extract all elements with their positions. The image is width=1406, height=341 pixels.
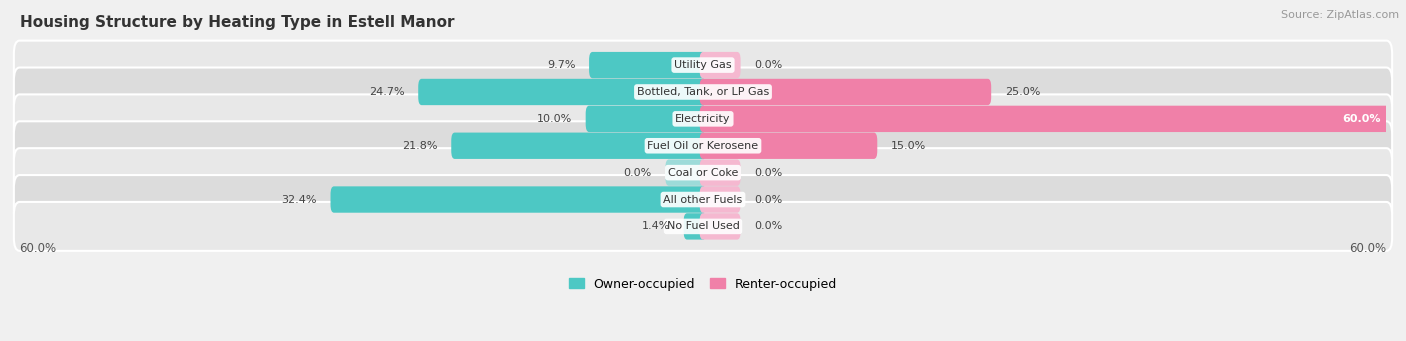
FancyBboxPatch shape [14,68,1392,116]
FancyBboxPatch shape [665,160,706,186]
FancyBboxPatch shape [700,52,741,78]
FancyBboxPatch shape [14,94,1392,143]
FancyBboxPatch shape [14,41,1392,90]
Text: 0.0%: 0.0% [754,60,783,70]
Text: 60.0%: 60.0% [1343,114,1381,124]
FancyBboxPatch shape [700,160,741,186]
FancyBboxPatch shape [589,52,706,78]
FancyBboxPatch shape [14,175,1392,224]
Text: Bottled, Tank, or LP Gas: Bottled, Tank, or LP Gas [637,87,769,97]
FancyBboxPatch shape [14,202,1392,251]
FancyBboxPatch shape [586,106,706,132]
Text: Housing Structure by Heating Type in Estell Manor: Housing Structure by Heating Type in Est… [20,15,454,30]
Text: 10.0%: 10.0% [537,114,572,124]
Text: 60.0%: 60.0% [20,242,56,255]
Text: Fuel Oil or Kerosene: Fuel Oil or Kerosene [647,141,759,151]
Text: 32.4%: 32.4% [281,194,316,205]
FancyBboxPatch shape [330,186,706,213]
FancyBboxPatch shape [700,186,741,213]
Text: 15.0%: 15.0% [891,141,927,151]
Text: 21.8%: 21.8% [402,141,437,151]
Text: 0.0%: 0.0% [754,221,783,232]
Legend: Owner-occupied, Renter-occupied: Owner-occupied, Renter-occupied [568,278,838,291]
Text: Coal or Coke: Coal or Coke [668,168,738,178]
Text: 1.4%: 1.4% [641,221,671,232]
FancyBboxPatch shape [418,79,706,105]
FancyBboxPatch shape [683,213,706,240]
Text: 0.0%: 0.0% [754,168,783,178]
Text: Utility Gas: Utility Gas [675,60,731,70]
FancyBboxPatch shape [451,133,706,159]
FancyBboxPatch shape [700,133,877,159]
Text: Source: ZipAtlas.com: Source: ZipAtlas.com [1281,10,1399,20]
Text: 0.0%: 0.0% [754,194,783,205]
FancyBboxPatch shape [700,79,991,105]
Text: All other Fuels: All other Fuels [664,194,742,205]
Text: 0.0%: 0.0% [623,168,652,178]
Text: 24.7%: 24.7% [368,87,405,97]
FancyBboxPatch shape [14,121,1392,170]
Text: 25.0%: 25.0% [1005,87,1040,97]
Text: 9.7%: 9.7% [547,60,575,70]
Text: No Fuel Used: No Fuel Used [666,221,740,232]
FancyBboxPatch shape [700,213,741,240]
Text: 60.0%: 60.0% [1350,242,1386,255]
Text: Electricity: Electricity [675,114,731,124]
FancyBboxPatch shape [700,106,1391,132]
FancyBboxPatch shape [14,148,1392,197]
